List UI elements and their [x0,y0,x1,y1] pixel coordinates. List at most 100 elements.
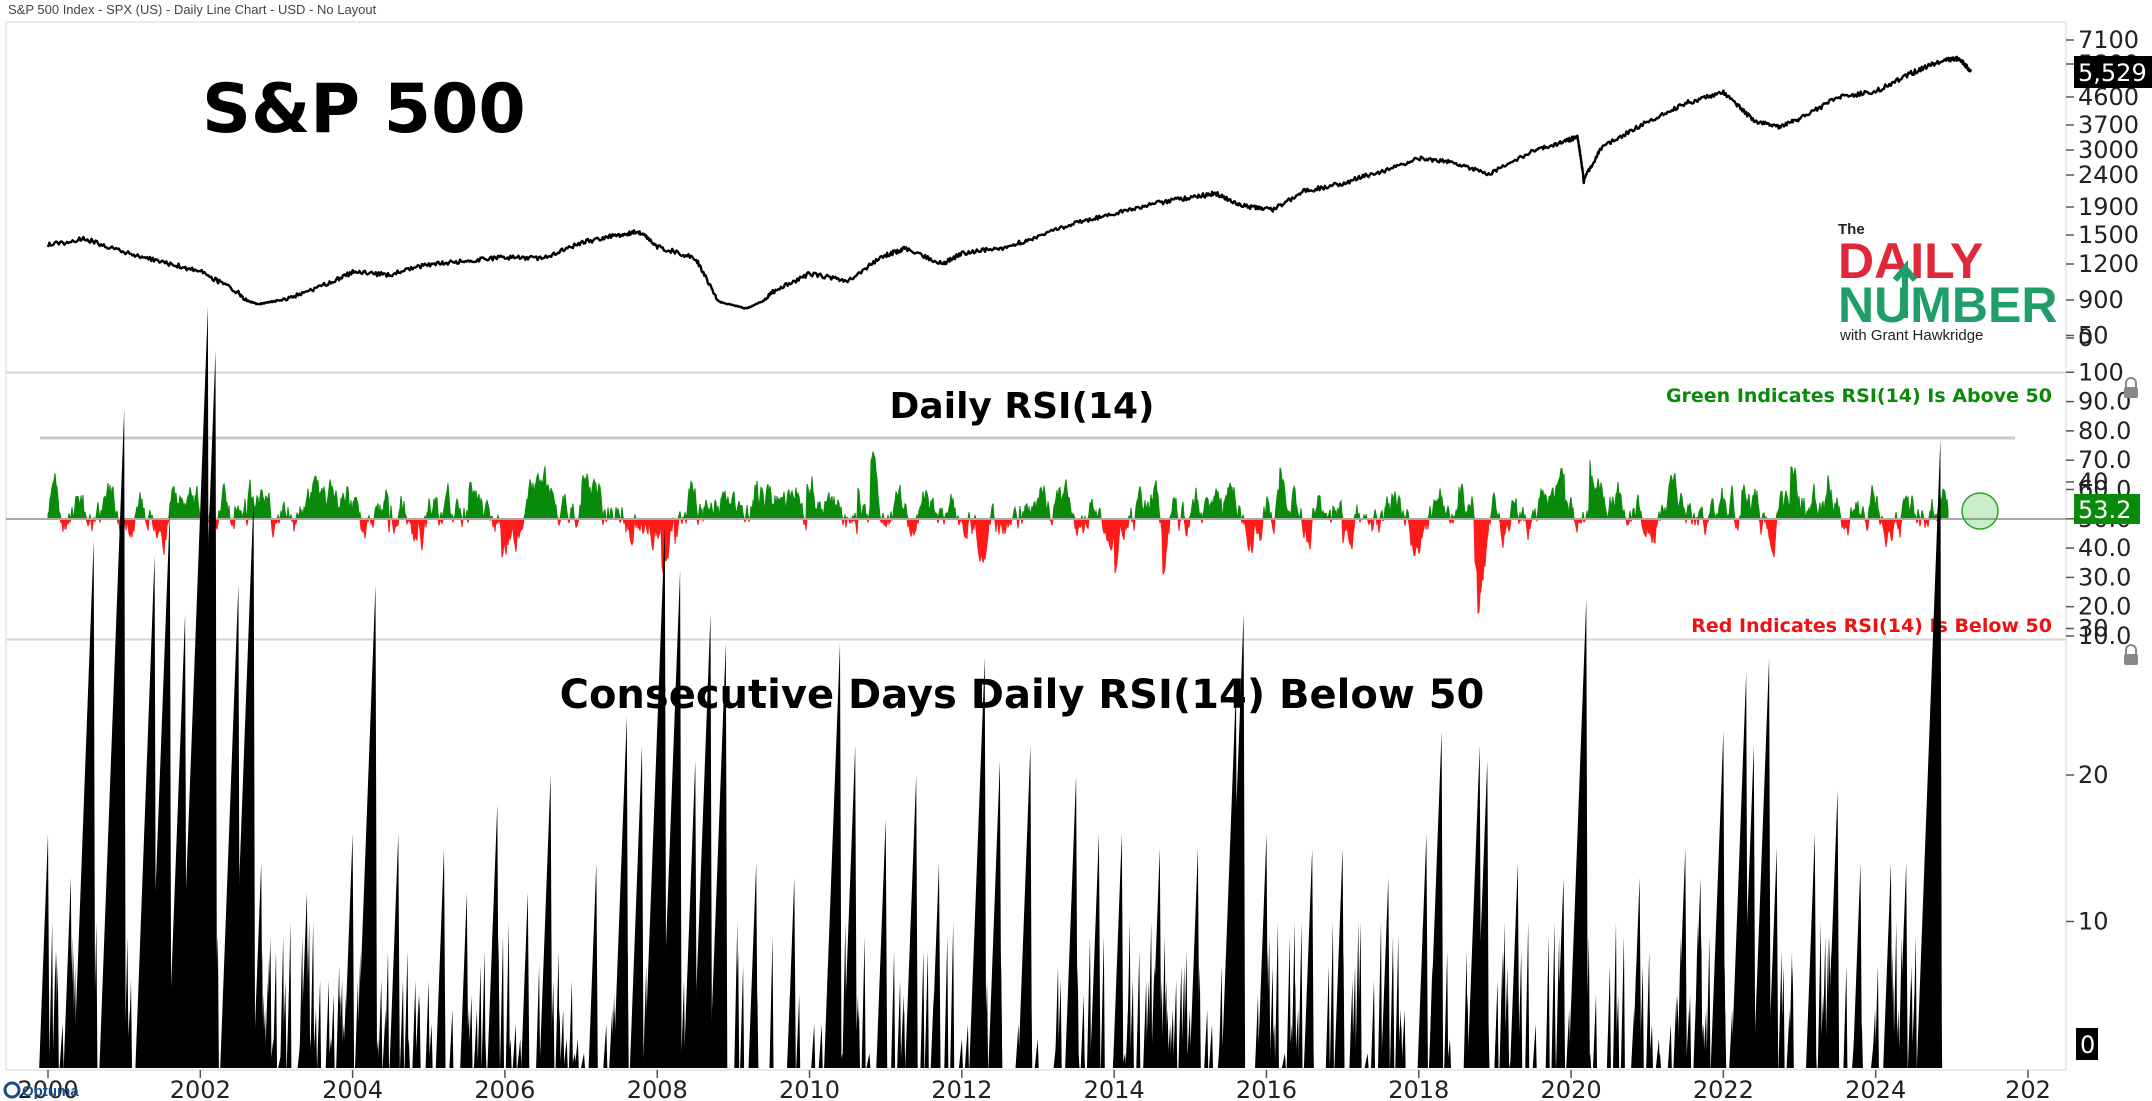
bar-minor [1352,965,1357,1068]
bar [905,775,918,1068]
bars-lock-icon[interactable] [2124,644,2138,665]
price-last-value-badge: 5,529 [2074,56,2152,88]
rsi-panel-title: Daily RSI(14) [890,386,1155,427]
bar [135,555,157,1068]
bar-minor [1209,1024,1213,1068]
bar [1731,672,1748,1068]
bar-minor [1545,936,1550,1068]
bar-minor [1173,980,1178,1068]
bar [876,819,888,1068]
bar-minor [126,1009,131,1068]
bar-minor [1447,1038,1451,1068]
price-badge-text: 5,529 [2078,59,2147,87]
bar-minor [574,1038,579,1068]
rsi-annotation-below: Red Indicates RSI(14) Is Below 50 [1691,615,2052,637]
bar [148,511,172,1068]
daily-number-logo: The DAILY NUMBER with Grant Hawkridge [1838,221,2057,344]
bar-minor [278,1053,283,1068]
x-tick-label: 2016 [1236,1076,1297,1101]
rsi-y-tick-label: 90.0 [2078,388,2131,416]
bar-minor [1401,1009,1406,1068]
bar-minor [385,950,389,1068]
bar-minor [796,994,801,1068]
bar-minor [900,994,905,1068]
bars-panel-frame [5,639,2067,1071]
bar-minor [49,921,54,1068]
rsi-annotation-above: Green Indicates RSI(14) Is Above 50 [1666,385,2052,407]
rsi-highlight-circle [1961,492,1999,530]
bar-minor [415,994,420,1068]
bar-minor [1843,965,1848,1068]
bar [1381,877,1390,1068]
bar [1417,833,1428,1068]
bar-minor [555,950,560,1068]
x-tick-label: 2010 [779,1076,840,1101]
bar-minor [1125,994,1130,1068]
bar [1018,745,1032,1068]
bar-minor [1143,980,1148,1068]
bar-minor [449,1009,454,1068]
bar-minor [1269,965,1274,1068]
bar-minor [1518,950,1523,1068]
bar-minor [517,1038,522,1068]
bar-minor [568,980,573,1068]
bar [1429,731,1444,1068]
bar-minor [270,1038,275,1068]
bar-minor [378,980,383,1068]
bar-minor [1325,965,1330,1068]
bars-badge-box [2076,1028,2098,1060]
bar-minor [1186,1009,1191,1068]
bar-minor [505,921,510,1068]
rsi-y-tick-label: 100 [2078,358,2124,386]
bar-minor [1371,980,1375,1068]
bar [709,643,728,1068]
rsi-above-area [47,451,1949,521]
bar-minor [1349,980,1354,1068]
bar-minor [1100,936,1105,1068]
bar-minor [536,965,541,1068]
bar-minor [425,980,430,1068]
bars-series [39,306,1943,1069]
price-y-tick-label: 1500 [2078,221,2139,249]
bar [1568,599,1588,1068]
bar [683,760,697,1068]
bar [232,496,256,1069]
bar-minor [1687,994,1692,1068]
rsi-y-tick-label: 30.0 [2078,563,2131,591]
bar-minor [1551,921,1556,1068]
x-tick-label: 2024 [1845,1076,1906,1101]
x-axis: 2000 2002 2004 2006 2008 2010 2012 2014 2016 2018… [17,1070,2051,1101]
bar [1632,877,1642,1068]
rsi-y-tick-label: 10.0 [2078,622,2131,650]
bar-minor [404,950,409,1068]
bar [1916,438,1942,1068]
price-series-line [46,55,1973,310]
bar [588,862,598,1068]
bar-minor [891,950,896,1068]
bar [644,525,667,1068]
rsi-badge-box [2074,494,2140,524]
bar-minor [1178,965,1183,1068]
bar-minor [1292,980,1297,1068]
rsi-y-tick-label: 20.0 [2078,593,2131,621]
x-tick-label: 2020 [1541,1076,1602,1101]
bars-y-axis: 50 40 30 20 10 [2066,322,2109,936]
rsi-lock-icon[interactable] [2124,377,2138,398]
bar-minor [1329,921,1334,1068]
bar-minor [1281,1053,1286,1068]
bar-minor [1655,1038,1660,1068]
bar-minor [1444,950,1449,1068]
price-y-tick-label: 0 [2078,324,2093,352]
bar [435,848,446,1068]
bar-minor [1274,921,1279,1068]
price-panel-title: S&P 500 [202,70,526,149]
bar [539,775,553,1068]
optuma-brand-text: Optuma [22,1083,79,1100]
rsi-below-area [48,516,1948,615]
bar-minor [1504,965,1509,1068]
bar [1467,745,1482,1068]
bar-minor [1907,980,1912,1068]
bar [613,716,629,1068]
bar-minor [59,1024,64,1068]
